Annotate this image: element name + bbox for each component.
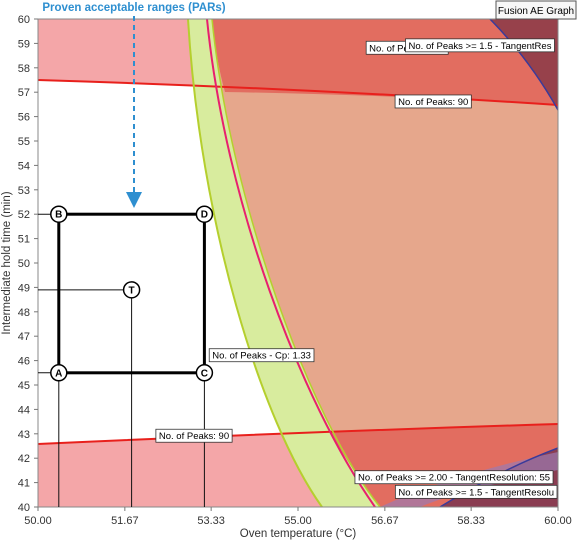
y-tick-label: 45 bbox=[18, 380, 30, 392]
x-tick-label: 53.33 bbox=[197, 515, 225, 527]
design-point-marker bbox=[50, 364, 68, 382]
y-tick-label: 49 bbox=[18, 282, 30, 294]
contour-label-box bbox=[394, 484, 558, 499]
right-region bbox=[212, 19, 558, 507]
y-tick-label: 59 bbox=[18, 38, 30, 50]
magenta-line bbox=[206, 19, 376, 507]
x-tick-label: 55.00 bbox=[284, 515, 312, 527]
y-tick-label: 44 bbox=[18, 404, 30, 416]
y-tick-label: 55 bbox=[18, 136, 30, 148]
contour-label-text: No. of Peaks >= 1.5 - TangentRes bbox=[409, 41, 552, 52]
x-tick-label: 60.00 bbox=[544, 515, 572, 527]
contour-label-box bbox=[155, 428, 233, 443]
contour-label-box bbox=[394, 94, 472, 109]
design-space-guides bbox=[38, 212, 206, 507]
contour-label-box bbox=[405, 38, 555, 53]
y-tick-label: 60 bbox=[18, 14, 30, 26]
y-tick-label: 54 bbox=[18, 160, 30, 172]
contour-label: No. of Peaks - Cp: 1.33 bbox=[208, 348, 315, 363]
x-axis-title: Oven temperature (°C) bbox=[240, 528, 357, 540]
y-tick-label: 40 bbox=[18, 502, 30, 514]
y-tick-label: 58 bbox=[18, 63, 30, 75]
contour-label-text: No. of Peaks - Cp: 1.33 bbox=[212, 351, 311, 362]
green-left-line bbox=[187, 19, 323, 507]
design-point-label: A bbox=[55, 368, 62, 379]
top-red-line bbox=[38, 79, 558, 106]
y-tick-label: 56 bbox=[18, 112, 30, 124]
contour-label: No. of Peaks: 90 bbox=[394, 94, 472, 109]
design-point-marker bbox=[195, 364, 214, 382]
x-tick-label: 51.67 bbox=[111, 515, 139, 527]
top-right-blue-line bbox=[489, 19, 558, 111]
contour-label: No. of Peaks >= 1.5 - TangentRes bbox=[405, 38, 555, 53]
y-tick-label: 50 bbox=[18, 258, 30, 270]
y-tick-label: 53 bbox=[18, 185, 30, 197]
design-point-marker bbox=[195, 205, 214, 223]
design-point-marker bbox=[50, 205, 68, 223]
contour-label-text: No. of Peaks: 90 bbox=[159, 431, 229, 442]
x-tick-label: 56.67 bbox=[371, 515, 399, 527]
contour-label: No. of Peaks: 90 bbox=[155, 428, 233, 443]
x-axis-ticks: 50.00 51.67 53.33 55.00 56.67 58.33 60.00 bbox=[24, 507, 572, 527]
design-point-label: C bbox=[201, 368, 208, 379]
y-tick-label: 57 bbox=[18, 87, 30, 99]
contour-labels: No. of Peaks >= 2No. of Peaks >= 1.5 - T… bbox=[155, 38, 558, 499]
design-point-b: B bbox=[50, 205, 68, 223]
x-tick-label: 50.00 bbox=[24, 515, 52, 527]
y-tick-label: 43 bbox=[18, 429, 30, 441]
par-annotation: Proven acceptable ranges (PARs) bbox=[42, 2, 225, 14]
y-tick-label: 51 bbox=[18, 234, 30, 246]
design-point-marker bbox=[122, 281, 141, 299]
graph-badge-label: Fusion AE Graph bbox=[498, 6, 574, 17]
y-tick-label: 47 bbox=[18, 331, 30, 343]
bottom-red-line bbox=[38, 423, 558, 445]
y-tick-label: 46 bbox=[18, 356, 30, 368]
cp-band-region bbox=[188, 19, 380, 507]
design-point-c: C bbox=[195, 364, 214, 382]
y-axis-title: Intermediate hold time (min) bbox=[1, 191, 13, 334]
y-tick-label: 52 bbox=[18, 209, 30, 221]
design-point-label: D bbox=[201, 210, 208, 221]
design-point-label: B bbox=[55, 210, 62, 221]
graph-badge bbox=[495, 0, 577, 20]
design-point-t: T bbox=[122, 281, 141, 299]
contour-label-box bbox=[354, 470, 554, 485]
y-tick-label: 42 bbox=[18, 453, 30, 465]
par-box bbox=[57, 212, 206, 375]
design-point-d: D bbox=[195, 205, 214, 223]
contour-label-box bbox=[208, 348, 315, 363]
x-tick-label: 58.33 bbox=[457, 515, 485, 527]
design-points: A B C D T bbox=[50, 205, 214, 382]
green-right-line bbox=[211, 19, 381, 507]
y-tick-label: 41 bbox=[18, 478, 30, 490]
y-tick-label: 48 bbox=[18, 307, 30, 319]
design-point-a: A bbox=[50, 364, 68, 382]
contour-label-text: No. of Peaks: 90 bbox=[398, 97, 468, 108]
contour-label: No. of Peaks >= 1.5 - TangentResolu bbox=[394, 484, 558, 499]
design-point-label: T bbox=[129, 285, 135, 296]
y-axis-ticks: 40 41 42 43 44 45 46 47 48 49 50 51 52 53 54 55 56 57 58 59… bbox=[18, 14, 38, 514]
contour-label-text: No. of Peaks >= 2.00 - TangentResolution… bbox=[358, 473, 550, 484]
contour-label-text: No. of Peaks >= 1.5 - TangentResolu bbox=[398, 487, 554, 498]
contour-label: No. of Peaks >= 2.00 - TangentResolution… bbox=[354, 470, 554, 485]
